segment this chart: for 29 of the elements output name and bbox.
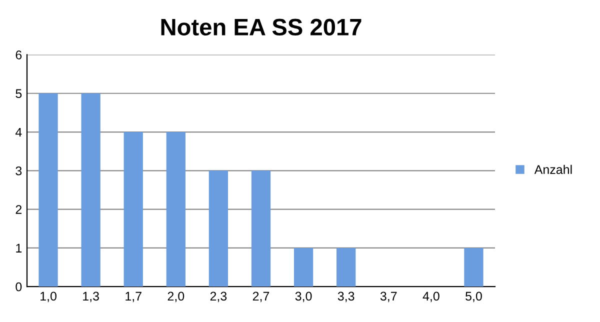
chart-title: Noten EA SS 2017 (161, 18, 362, 36)
bar (124, 132, 143, 287)
y-tick-label: 4 (15, 128, 22, 137)
x-tick-label: 1,3 (83, 292, 99, 302)
bar (81, 93, 100, 287)
x-tick-label: 5,0 (466, 292, 482, 302)
bar (208, 170, 228, 287)
legend-label: Anzahl (534, 164, 572, 174)
x-tick-label: 2,3 (210, 292, 227, 302)
bar (294, 248, 314, 287)
x-tick-label: 2,0 (168, 292, 184, 302)
y-tick-label: 0 (16, 282, 22, 292)
x-tick-label: 1,7 (126, 292, 142, 302)
y-tick-label: 5 (16, 89, 22, 98)
x-tick-label: 3,3 (338, 292, 354, 302)
x-tick-label: 1,0 (40, 292, 56, 302)
bar (464, 248, 484, 287)
bar (38, 93, 58, 287)
y-tick-label: 6 (16, 50, 22, 60)
x-tick-label: 2,7 (252, 292, 270, 302)
bar (336, 248, 356, 287)
y-tick-label: 3 (16, 166, 22, 176)
y-tick-label: 1 (16, 244, 22, 252)
bar (166, 132, 186, 287)
x-tick-label: 3,7 (380, 292, 397, 302)
y-tick-label: 2 (16, 205, 22, 214)
x-tick-label: 4,0 (422, 292, 440, 302)
x-tick-label: 3,0 (295, 292, 312, 302)
bar (251, 170, 271, 287)
